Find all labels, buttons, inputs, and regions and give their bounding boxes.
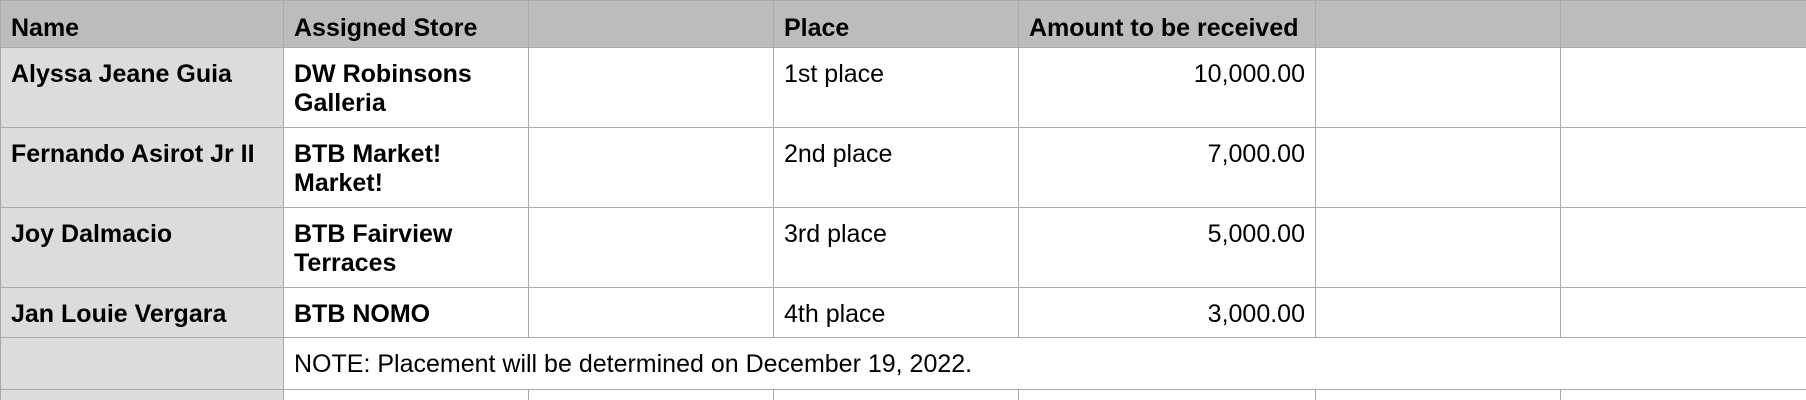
- header-assigned-store[interactable]: Assigned Store: [283, 0, 529, 48]
- store-cell[interactable]: DW Robinsons Galleria: [283, 47, 529, 128]
- empty-cell[interactable]: [1315, 287, 1561, 338]
- empty-cell[interactable]: [1315, 207, 1561, 288]
- empty-cell[interactable]: [773, 389, 1019, 400]
- empty-cell[interactable]: [528, 47, 774, 128]
- store-cell[interactable]: BTB Market! Market!: [283, 127, 529, 208]
- store-cell[interactable]: BTB Fairview Terraces: [283, 207, 529, 288]
- store-line: DW Robinsons: [294, 60, 472, 88]
- store-line: BTB Market!: [294, 140, 442, 168]
- empty-cell[interactable]: [528, 127, 774, 208]
- header-row: Name Assigned Store Place Amount to be r…: [0, 0, 1806, 48]
- empty-cell[interactable]: [528, 287, 774, 338]
- table-row: Joy Dalmacio BTB Fairview Terraces 3rd pl…: [0, 207, 1806, 288]
- empty-cell[interactable]: [1315, 127, 1561, 208]
- header-name[interactable]: Name: [0, 0, 284, 48]
- header-empty-2[interactable]: [1315, 0, 1561, 48]
- amount-cell[interactable]: 5,000.00: [1018, 207, 1316, 288]
- name-cell[interactable]: Alyssa Jeane Guia: [0, 47, 284, 128]
- note-row: NOTE: Placement will be determined on De…: [0, 337, 1806, 390]
- name-cell[interactable]: Fernando Asirot Jr II: [0, 127, 284, 208]
- empty-cell[interactable]: [1560, 207, 1806, 288]
- place-cell[interactable]: 2nd place: [773, 127, 1019, 208]
- empty-cell[interactable]: [528, 389, 774, 400]
- place-cell[interactable]: 4th place: [773, 287, 1019, 338]
- store-line: Terraces: [294, 249, 397, 277]
- name-cell[interactable]: Joy Dalmacio: [0, 207, 284, 288]
- empty-cell[interactable]: [1315, 389, 1561, 400]
- header-empty-3[interactable]: [1560, 0, 1806, 48]
- empty-cell[interactable]: [528, 207, 774, 288]
- table-row: [0, 389, 1806, 400]
- header-amount[interactable]: Amount to be received: [1018, 0, 1316, 48]
- store-cell[interactable]: BTB NOMO: [283, 287, 529, 338]
- amount-cell[interactable]: 7,000.00: [1018, 127, 1316, 208]
- place-cell[interactable]: 1st place: [773, 47, 1019, 128]
- empty-cell[interactable]: [1560, 287, 1806, 338]
- amount-cell[interactable]: 3,000.00: [1018, 287, 1316, 338]
- header-empty-1[interactable]: [528, 0, 774, 48]
- store-line: Market!: [294, 169, 383, 197]
- amount-cell[interactable]: 10,000.00: [1018, 47, 1316, 128]
- store-line: Galleria: [294, 89, 386, 117]
- empty-cell[interactable]: [283, 389, 529, 400]
- empty-name-cell[interactable]: [0, 337, 284, 390]
- place-cell[interactable]: 3rd place: [773, 207, 1019, 288]
- name-cell[interactable]: Jan Louie Vergara: [0, 287, 284, 338]
- empty-cell[interactable]: [1560, 127, 1806, 208]
- empty-cell[interactable]: [1560, 389, 1806, 400]
- header-place[interactable]: Place: [773, 0, 1019, 48]
- table-row: Alyssa Jeane Guia DW Robinsons Galleria 1…: [0, 47, 1806, 128]
- table-row: Fernando Asirot Jr II BTB Market! Market!…: [0, 127, 1806, 208]
- store-line: BTB Fairview: [294, 220, 453, 248]
- note-cell[interactable]: NOTE: Placement will be determined on De…: [283, 337, 1806, 390]
- table-row: Jan Louie Vergara BTB NOMO 4th place 3,0…: [0, 287, 1806, 338]
- empty-cell[interactable]: [1018, 389, 1316, 400]
- empty-cell[interactable]: [1560, 47, 1806, 128]
- empty-name-cell[interactable]: [0, 389, 284, 400]
- empty-cell[interactable]: [1315, 47, 1561, 128]
